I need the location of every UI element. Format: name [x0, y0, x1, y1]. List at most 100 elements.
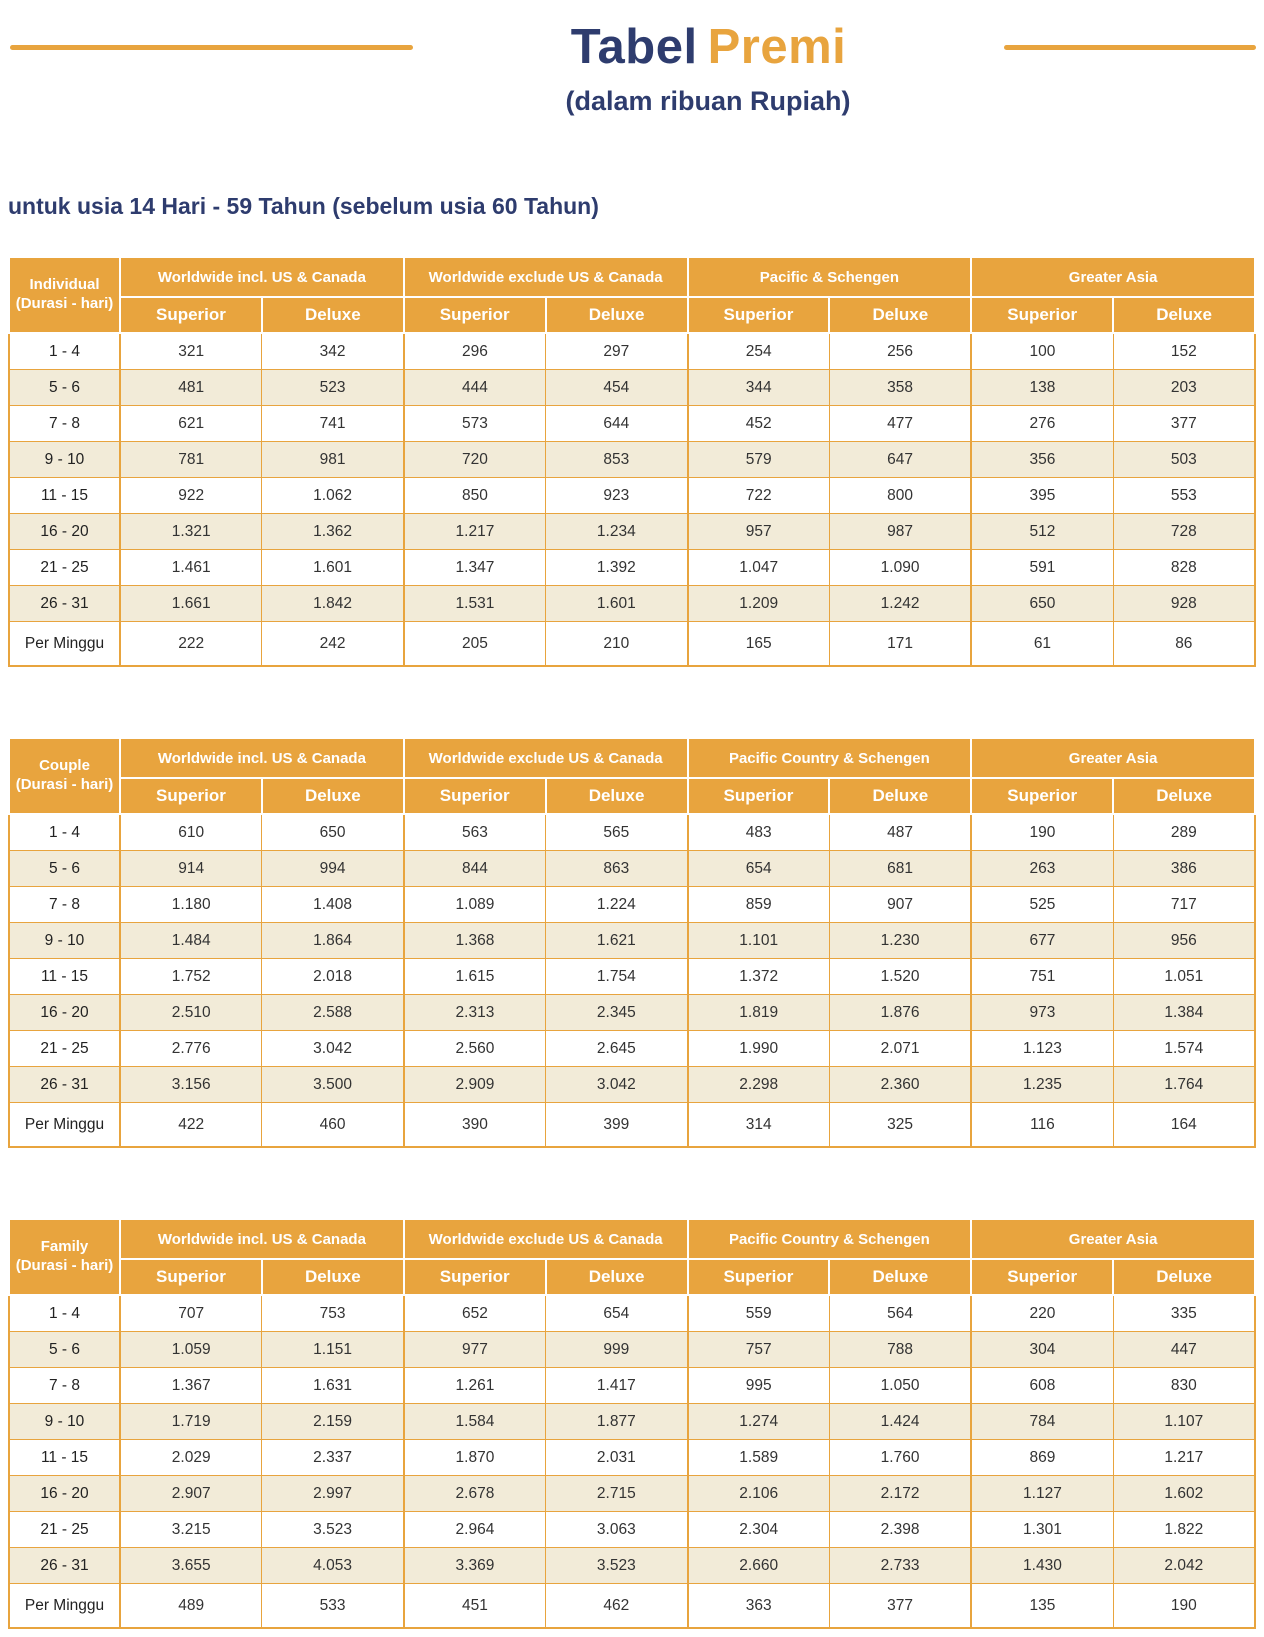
subcolumn-header: Deluxe [1112, 777, 1256, 815]
duration-cell: Per Minggu [8, 621, 121, 667]
premium-value-cell: 276 [970, 405, 1114, 442]
premium-value-cell: 1.217 [402, 513, 547, 550]
premium-value-cell: 1.235 [970, 1066, 1114, 1103]
table-row: 9 - 10 1.719 2.159 1.584 1.877 1.274 1.424 784 1… [8, 1403, 1256, 1440]
premium-value-cell: 2.360 [828, 1066, 972, 1103]
premium-value-cell: 2.029 [119, 1439, 263, 1476]
duration-cell: 5 - 6 [8, 850, 121, 887]
duration-cell: 16 - 20 [8, 994, 121, 1031]
premium-value-cell: 608 [970, 1367, 1114, 1404]
premium-value-cell: 621 [119, 405, 263, 442]
premium-value-cell: 999 [545, 1331, 688, 1368]
premium-value-cell: 1.367 [119, 1367, 263, 1404]
table-row: 16 - 20 1.321 1.362 1.217 1.234 957 987 512 728 [8, 513, 1256, 550]
premium-value-cell: 487 [828, 813, 972, 851]
premium-value-cell: 973 [970, 994, 1114, 1031]
premium-value-cell: 850 [402, 477, 547, 514]
premium-value-cell: 853 [545, 441, 688, 478]
duration-cell: 9 - 10 [8, 1403, 121, 1440]
subcolumn-header: Superior [402, 1258, 547, 1296]
subcolumn-header: Superior [402, 296, 547, 334]
premium-value-cell: 647 [828, 441, 972, 478]
duration-cell: 1 - 4 [8, 813, 121, 851]
duration-cell: 26 - 31 [8, 585, 121, 622]
region-header: Pacific & Schengen [686, 256, 973, 298]
premium-value-cell: 907 [828, 886, 972, 923]
duration-cell: 16 - 20 [8, 513, 121, 550]
premium-value-cell: 1.047 [686, 549, 830, 586]
premium-value-cell: 681 [828, 850, 972, 887]
title-rule-right [1004, 44, 1256, 50]
duration-cell: 21 - 25 [8, 1030, 121, 1067]
duration-cell: 9 - 10 [8, 441, 121, 478]
premium-value-cell: 454 [545, 369, 688, 406]
title-word-premi: Premi [707, 19, 847, 74]
premium-value-cell: 1.261 [402, 1367, 547, 1404]
duration-cell: 11 - 15 [8, 477, 121, 514]
table-row: 7 - 8 621 741 573 644 452 477 276 377 [8, 405, 1256, 442]
premium-value-cell: 1.584 [402, 1403, 547, 1440]
premium-value-cell: 1.752 [119, 958, 263, 995]
premium-value-cell: 390 [402, 1102, 547, 1148]
individual-premium-table-section: Individual (Durasi - hari) Worldwide incl.… [8, 256, 1256, 667]
premium-value-cell: 1.760 [828, 1439, 972, 1476]
subcolumn-header-row: Superior Deluxe Superior Deluxe Superior Delu… [9, 777, 1256, 815]
premium-value-cell: 654 [545, 1294, 688, 1332]
premium-value-cell: 914 [119, 850, 263, 887]
premium-value-cell: 2.588 [261, 994, 405, 1031]
premium-value-cell: 844 [402, 850, 547, 887]
premium-value-cell: 100 [970, 332, 1114, 370]
premium-value-cell: 1.602 [1112, 1475, 1256, 1512]
subcolumn-header: Superior [686, 777, 831, 815]
premium-value-cell: 1.151 [261, 1331, 405, 1368]
premium-value-cell: 828 [1112, 549, 1256, 586]
premium-table: Couple (Durasi - hari) Worldwide incl. US … [8, 737, 1256, 1148]
premium-value-cell: 987 [828, 513, 972, 550]
table-row: 9 - 10 1.484 1.864 1.368 1.621 1.101 1.230 677 9… [8, 922, 1256, 959]
subcolumn-header: Deluxe [828, 296, 973, 334]
premium-value-cell: 165 [686, 621, 830, 667]
table-row: Per Minggu 222 242 205 210 165 171 61 86 [8, 621, 1256, 667]
duration-cell: 1 - 4 [8, 332, 121, 370]
table-row: 11 - 15 922 1.062 850 923 722 800 395 553 [8, 477, 1256, 514]
premium-value-cell: 3.215 [119, 1511, 263, 1548]
subcolumn-header-row: Superior Deluxe Superior Deluxe Superior Delu… [9, 296, 1256, 334]
table-row: 26 - 31 3.655 4.053 3.369 3.523 2.660 2.733 1.4… [8, 1547, 1256, 1584]
premium-value-cell: 205 [402, 621, 547, 667]
premium-value-cell: 1.392 [545, 549, 688, 586]
region-header-row: Individual (Durasi - hari) Worldwide incl.… [8, 256, 1256, 334]
premium-value-cell: 422 [119, 1102, 263, 1148]
region-header: Worldwide incl. US & Canada [119, 1218, 405, 1260]
premium-value-cell: 460 [261, 1102, 405, 1148]
duration-cell: 11 - 15 [8, 958, 121, 995]
subcolumn-header: Superior [119, 777, 263, 815]
premium-value-cell: 3.063 [545, 1511, 688, 1548]
premium-value-cell: 1.661 [119, 585, 263, 622]
duration-cell: 5 - 6 [8, 369, 121, 406]
premium-value-cell: 1.877 [545, 1403, 688, 1440]
subcolumn-header: Superior [970, 296, 1115, 334]
premium-value-cell: 751 [970, 958, 1114, 995]
duration-cell: 21 - 25 [8, 1511, 121, 1548]
premium-value-cell: 981 [261, 441, 405, 478]
premium-value-cell: 4.053 [261, 1547, 405, 1584]
premium-value-cell: 483 [686, 813, 830, 851]
premium-value-cell: 564 [828, 1294, 972, 1332]
region-header: Greater Asia [970, 1218, 1256, 1260]
table-row: 21 - 25 1.461 1.601 1.347 1.392 1.047 1.090 591… [8, 549, 1256, 586]
premium-table: Individual (Durasi - hari) Worldwide incl.… [8, 256, 1256, 667]
subcolumn-header: Deluxe [828, 1258, 973, 1296]
premium-value-cell: 1.621 [545, 922, 688, 959]
subcolumn-header: Superior [686, 296, 831, 334]
premium-value-cell: 1.842 [261, 585, 405, 622]
premium-value-cell: 447 [1112, 1331, 1256, 1368]
premium-value-cell: 462 [545, 1583, 688, 1629]
premium-value-cell: 652 [402, 1294, 547, 1332]
premium-value-cell: 1.531 [402, 585, 547, 622]
premium-value-cell: 135 [970, 1583, 1114, 1629]
premium-value-cell: 525 [970, 886, 1114, 923]
premium-value-cell: 788 [828, 1331, 972, 1368]
premium-value-cell: 1.430 [970, 1547, 1114, 1584]
table-row: 5 - 6 481 523 444 454 344 358 138 203 [8, 369, 1256, 406]
premium-value-cell: 923 [545, 477, 688, 514]
